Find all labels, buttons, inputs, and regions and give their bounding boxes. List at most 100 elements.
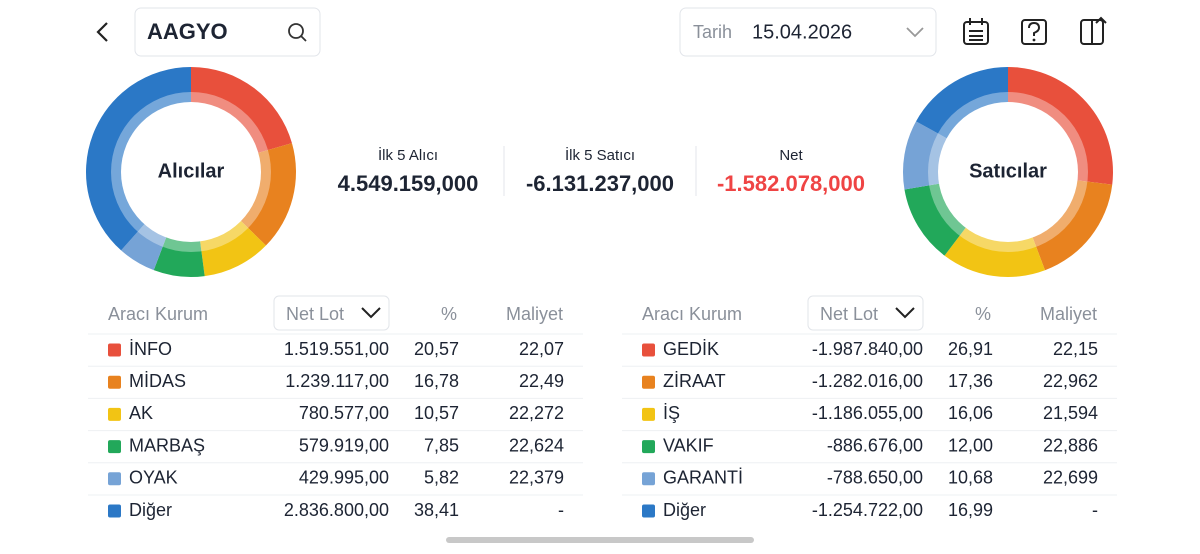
home-indicator (446, 537, 754, 543)
broker-name: İNFO (129, 339, 172, 359)
net-lot: -788.650,00 (827, 468, 923, 488)
cost: 22,624 (509, 435, 564, 455)
percent: 10,57 (414, 403, 459, 423)
legend-swatch (642, 440, 655, 454)
legend-swatch (642, 343, 655, 357)
broker-name: MARBAŞ (129, 435, 205, 455)
dropdown-icon (895, 307, 915, 319)
calendar-button[interactable] (963, 18, 989, 45)
donut-segment (199, 219, 266, 277)
donut-segment (944, 226, 1045, 278)
column-header: Maliyet (1040, 304, 1097, 324)
net-lot: -1.987.840,00 (812, 339, 923, 359)
date-picker[interactable] (679, 7, 937, 57)
broker-name: OYAK (129, 468, 178, 488)
date-label: Tarih (693, 22, 732, 42)
column-header: % (441, 304, 457, 324)
broker-name: İŞ (663, 403, 680, 423)
percent: 12,00 (948, 435, 993, 455)
sort-dropdown[interactable] (273, 295, 390, 331)
net-lot: 780.577,00 (299, 403, 389, 423)
donut-title: Satıcılar (969, 160, 1047, 182)
percent: 38,41 (414, 500, 459, 520)
cost: 22,272 (509, 403, 564, 423)
net-lot: -1.254.722,00 (812, 500, 923, 520)
column-header: Net Lot (286, 304, 344, 324)
cost: 22,15 (1053, 339, 1098, 359)
legend-swatch (642, 504, 655, 518)
summary-label: İlk 5 Satıcı (565, 146, 635, 164)
column-header: Maliyet (506, 304, 563, 324)
search-box[interactable] (134, 7, 321, 57)
summary-label: Net (779, 147, 803, 164)
cost: - (558, 500, 564, 520)
cost: 22,699 (1043, 468, 1098, 488)
percent: 16,06 (948, 403, 993, 423)
dropdown-icon (906, 27, 924, 38)
legend-swatch (108, 407, 121, 421)
donut-segment (916, 67, 1008, 140)
column-header: Aracı Kurum (108, 304, 208, 324)
legend-swatch (108, 343, 121, 357)
broker-name: ZİRAAT (663, 371, 726, 391)
percent: 16,78 (414, 371, 459, 391)
net-lot: -1.282.016,00 (812, 371, 923, 391)
donut-hole (938, 102, 1078, 242)
cost: 22,49 (519, 371, 564, 391)
broker-name: MİDAS (129, 371, 186, 391)
donut-segment (191, 66, 292, 154)
donut-hole (121, 102, 261, 242)
net-lot: -1.186.055,00 (812, 403, 923, 423)
percent: 10,68 (948, 468, 993, 488)
legend-swatch (108, 472, 121, 486)
net-lot: 429.995,00 (299, 468, 389, 488)
net-lot: -886.676,00 (827, 435, 923, 455)
summary-label: İlk 5 Alıcı (378, 146, 438, 164)
percent: 26,91 (948, 339, 993, 359)
cost: 21,594 (1043, 403, 1098, 423)
legend-swatch (642, 472, 655, 486)
percent: 20,57 (414, 339, 459, 359)
broker-name: GARANTİ (663, 468, 743, 488)
help-button[interactable] (1021, 19, 1047, 45)
legend-swatch (108, 504, 121, 518)
broker-name: Diğer (663, 500, 706, 520)
search-icon (288, 23, 304, 39)
cost: 22,886 (1043, 435, 1098, 455)
cost: - (1092, 500, 1098, 520)
column-header: % (975, 304, 991, 324)
sort-dropdown[interactable] (807, 295, 924, 331)
summary-value: 4.549.159,000 (338, 171, 479, 196)
back-button[interactable] (96, 22, 108, 42)
net-lot: 2.836.800,00 (284, 500, 389, 520)
percent: 17,36 (948, 371, 993, 391)
percent: 16,99 (948, 500, 993, 520)
cost: 22,07 (519, 339, 564, 359)
net-lot: 579.919,00 (299, 435, 389, 455)
cost: 22,962 (1043, 371, 1098, 391)
broker-name: GEDİK (663, 339, 719, 359)
legend-swatch (108, 375, 121, 389)
share-button[interactable] (1080, 16, 1107, 45)
broker-name: Diğer (129, 500, 172, 520)
net-lot: 1.519.551,00 (284, 339, 389, 359)
donut-segment (153, 235, 205, 277)
broker-name: VAKIF (663, 435, 714, 455)
column-header: Aracı Kurum (642, 304, 742, 324)
cost: 22,379 (509, 468, 564, 488)
legend-swatch (108, 440, 121, 454)
date: 15.04.2026 (752, 21, 852, 43)
percent: 7,85 (424, 435, 459, 455)
donut-segment (85, 67, 191, 251)
legend-swatch (642, 375, 655, 389)
percent: 5,82 (424, 468, 459, 488)
broker-name: AK (129, 403, 153, 423)
donut-segment (902, 121, 949, 190)
donut-segment (904, 183, 967, 256)
dropdown-icon (361, 307, 381, 319)
donut-segment (1031, 180, 1113, 271)
symbol: AAGYO (147, 19, 228, 44)
summary-value: -1.582.078,000 (717, 171, 865, 196)
summary-value: -6.131.237,000 (526, 171, 674, 196)
